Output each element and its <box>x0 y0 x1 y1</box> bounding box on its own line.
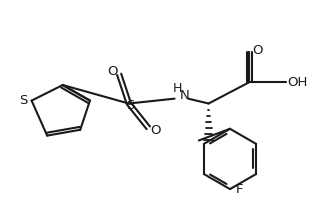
Text: N: N <box>179 89 189 102</box>
Text: F: F <box>236 183 244 196</box>
Text: O: O <box>107 65 118 78</box>
Text: O: O <box>252 44 262 56</box>
Text: S: S <box>127 99 135 112</box>
Text: H: H <box>173 82 182 95</box>
Text: OH: OH <box>287 76 307 89</box>
Text: O: O <box>150 124 160 137</box>
Text: S: S <box>19 94 27 107</box>
